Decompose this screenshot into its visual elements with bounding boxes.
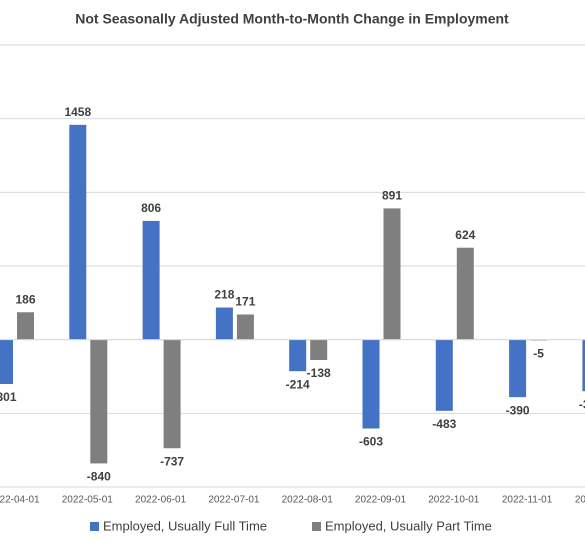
data-label: -301 xyxy=(0,390,17,404)
bar xyxy=(17,312,34,340)
bar xyxy=(163,339,181,449)
legend-swatch xyxy=(312,522,321,531)
bar xyxy=(90,339,108,464)
data-label: -390 xyxy=(506,403,530,417)
legend-label: Employed, Usually Part Time xyxy=(325,518,492,533)
data-label: 1458 xyxy=(64,105,91,119)
bar xyxy=(383,208,401,340)
chart-title: Not Seasonally Adjusted Month-to-Month C… xyxy=(75,11,509,27)
x-tick-label: 2022-04-01 xyxy=(0,495,40,506)
data-label: 186 xyxy=(15,292,35,306)
data-label: -214 xyxy=(286,377,310,391)
data-label: -350 xyxy=(579,397,585,411)
bar xyxy=(289,339,307,372)
bar xyxy=(582,339,585,392)
x-tick-label: 2022-12-01 xyxy=(575,495,585,506)
bar xyxy=(215,307,233,340)
x-tick-label: 2022-05-01 xyxy=(62,495,114,506)
x-tick-label: 2022-07-01 xyxy=(208,495,260,506)
x-tick-label: 2022-10-01 xyxy=(428,495,480,506)
data-label: -840 xyxy=(87,470,111,484)
bar xyxy=(236,314,254,340)
data-label: -5 xyxy=(533,347,544,361)
data-label: 891 xyxy=(382,189,402,203)
bar xyxy=(435,339,453,411)
data-label: 218 xyxy=(214,288,234,302)
data-label: -603 xyxy=(359,435,383,449)
data-label: -483 xyxy=(432,417,456,431)
data-label: -138 xyxy=(307,366,331,380)
x-tick-label: 2022-11-01 xyxy=(502,495,553,506)
legend-swatch xyxy=(90,522,99,531)
data-label: -737 xyxy=(160,454,184,468)
legend-label: Employed, Usually Full Time xyxy=(103,518,267,533)
bar xyxy=(509,339,527,398)
bar xyxy=(362,339,380,429)
data-label: 171 xyxy=(235,295,255,309)
bar xyxy=(310,339,328,360)
x-tick-label: 2022-09-01 xyxy=(355,495,407,506)
x-tick-label: 2022-06-01 xyxy=(135,495,187,506)
bar xyxy=(456,247,474,340)
data-label: 806 xyxy=(141,201,161,215)
bar xyxy=(0,339,13,385)
data-label: 624 xyxy=(455,228,475,242)
x-tick-label: 2022-08-01 xyxy=(282,495,334,506)
bar xyxy=(69,124,87,340)
bar xyxy=(142,220,160,340)
